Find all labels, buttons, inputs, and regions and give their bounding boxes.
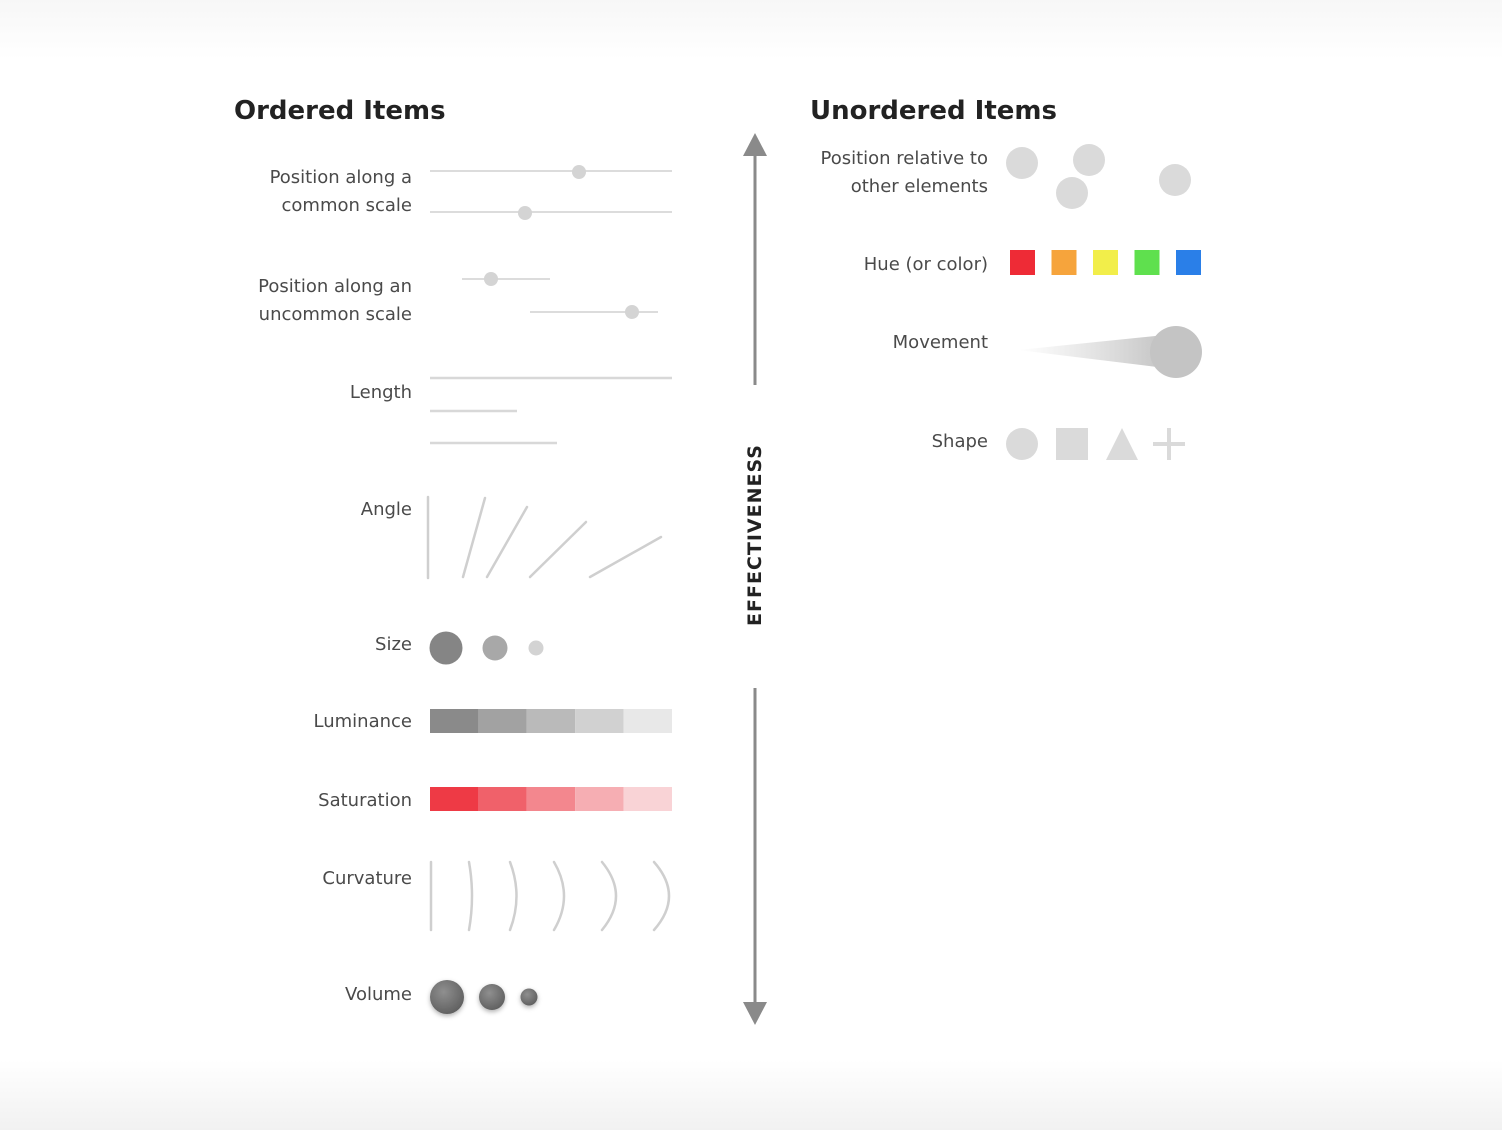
label-hue: Hue (or color) — [863, 254, 988, 275]
shape-marks — [1006, 428, 1185, 460]
label-size: Size — [375, 634, 412, 655]
luminance-step — [430, 709, 479, 733]
size-circle-large — [429, 631, 463, 665]
volume-sphere-large — [430, 980, 464, 1014]
length-marks — [430, 376, 672, 445]
relative-dot — [1006, 147, 1038, 179]
saturation-step — [430, 787, 479, 811]
luminance-step — [623, 709, 672, 733]
effectiveness-axis-down — [743, 688, 767, 1025]
saturation-step — [575, 787, 624, 811]
position-common-scale-marks — [430, 165, 672, 220]
volume-sphere-small — [520, 988, 538, 1006]
triangle-shape-icon — [1106, 428, 1138, 460]
common-scale-dot — [518, 206, 532, 220]
uncommon-scale-dot — [625, 305, 639, 319]
volume-sphere-medium — [479, 984, 505, 1010]
plus-shape-icon — [1153, 428, 1185, 460]
label-volume: Volume — [345, 984, 412, 1005]
hue-swatch — [1134, 250, 1160, 275]
circle-shape-icon — [1006, 428, 1038, 460]
hue-swatches — [1010, 250, 1201, 275]
effectiveness-axis-up — [743, 133, 767, 385]
hue-swatch — [1010, 250, 1035, 275]
label-angle: Angle — [360, 499, 412, 520]
size-circle-medium — [482, 635, 508, 661]
unordered-items-title: Unordered Items — [810, 96, 1057, 126]
relative-dot — [1056, 177, 1088, 209]
label-position-relative: Position relative to other elements — [820, 148, 989, 197]
saturation-step — [478, 787, 527, 811]
volume-marks — [430, 980, 538, 1014]
label-length: Length — [349, 382, 412, 403]
curvature-marks — [429, 860, 671, 932]
saturation-step — [623, 787, 672, 811]
relative-dot — [1073, 144, 1105, 176]
label-shape: Shape — [931, 431, 988, 452]
luminance-scale — [430, 709, 672, 733]
luminance-step — [526, 709, 576, 733]
size-marks — [429, 631, 544, 665]
label-position-uncommon-scale: Position along an uncommon scale — [258, 276, 412, 325]
label-saturation: Saturation — [318, 790, 412, 811]
square-shape-icon — [1056, 428, 1088, 460]
position-uncommon-scale-marks — [462, 272, 658, 319]
common-scale-dot — [572, 165, 586, 179]
motion-trail — [1018, 335, 1165, 368]
hue-swatch — [1093, 250, 1118, 275]
arrow-down-icon — [743, 1002, 767, 1025]
saturation-scale — [430, 787, 672, 811]
angle-marks — [426, 495, 663, 580]
relative-dot — [1159, 164, 1191, 196]
luminance-step — [478, 709, 527, 733]
size-circle-small — [528, 640, 544, 656]
label-luminance: Luminance — [313, 711, 412, 732]
ordered-items-title: Ordered Items — [234, 96, 446, 126]
hue-swatch — [1176, 250, 1201, 275]
moving-circle — [1150, 326, 1202, 378]
saturation-step — [526, 787, 576, 811]
luminance-step — [575, 709, 624, 733]
movement-mark — [1018, 326, 1202, 378]
position-relative-marks — [1006, 144, 1191, 209]
hue-swatch — [1051, 250, 1077, 275]
label-movement: Movement — [892, 332, 988, 353]
label-position-common-scale: Position along a common scale — [269, 167, 412, 216]
arrow-up-icon — [743, 133, 767, 156]
label-curvature: Curvature — [322, 868, 412, 889]
uncommon-scale-dot — [484, 272, 498, 286]
